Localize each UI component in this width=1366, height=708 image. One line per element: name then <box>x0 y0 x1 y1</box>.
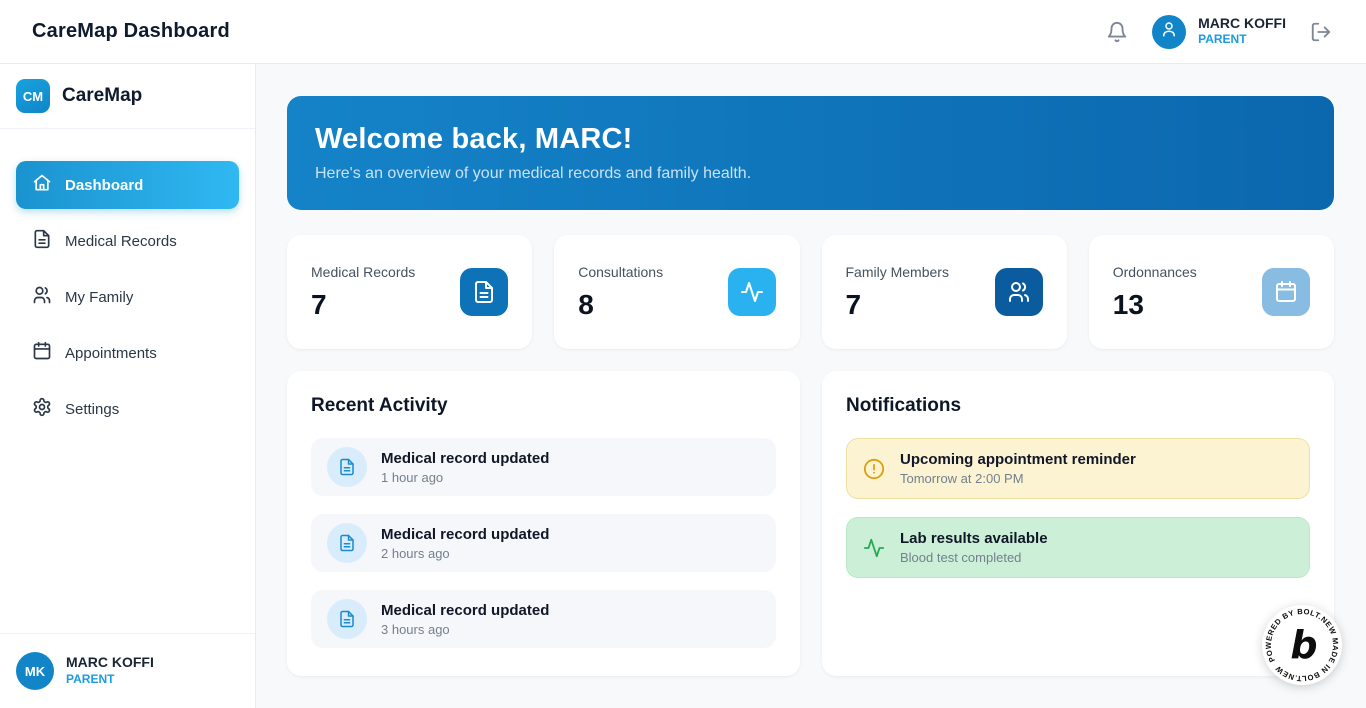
calendar-icon <box>1262 268 1310 316</box>
sidebar-item-my-family[interactable]: My Family <box>16 273 239 321</box>
activity-time: 1 hour ago <box>381 469 444 485</box>
sidebar-nav: Dashboard Medical Records My Family Appo… <box>0 129 255 457</box>
top-header: CareMap Dashboard MARC KOFFI PARENT <box>0 0 1366 64</box>
stat-label: Ordonnances <box>1112 263 1197 280</box>
welcome-banner: Welcome back, MARC! Here's an overview o… <box>287 96 1334 210</box>
page-title: CareMap Dashboard <box>32 20 230 42</box>
stat-card-family-members: Family Members 7 <box>821 235 1067 349</box>
user-info: MARC KOFFI PARENT <box>1198 15 1286 47</box>
stat-label: Medical Records <box>311 263 416 280</box>
alert-circle-icon <box>863 458 885 480</box>
notification-text: Upcoming appointment reminder Tomorrow a… <box>900 451 1136 486</box>
stats-row: Medical Records 7 Consultations 8 Fami <box>287 235 1334 349</box>
stat-label: Family Members <box>845 263 949 280</box>
stat-card-medical-records: Medical Records 7 <box>287 235 533 349</box>
panels-row: Recent Activity Medical record updated 1… <box>287 371 1334 676</box>
sidebar-item-dashboard[interactable]: Dashboard <box>16 161 239 209</box>
activity-title: Medical record updated <box>381 449 550 467</box>
stat-value: 8 <box>578 288 594 320</box>
stat-card-ordonnances: Ordonnances 13 <box>1088 235 1334 349</box>
stat-text: Ordonnances 13 <box>1113 264 1197 321</box>
sidebar-item-label: Dashboard <box>65 176 144 194</box>
users-icon <box>994 268 1043 316</box>
notification-text: Lab results available Blood test complet… <box>900 530 1048 565</box>
activity-time: 3 hours ago <box>381 621 450 637</box>
panel-title: Recent Activity <box>311 395 448 416</box>
sidebar-item-label: Appointments <box>65 344 157 362</box>
logout-button[interactable] <box>1308 19 1334 45</box>
welcome-title: Welcome back, MARC! <box>315 123 633 155</box>
notification-warning[interactable]: Upcoming appointment reminder Tomorrow a… <box>846 438 1310 499</box>
activity-text: Medical record updated 3 hours ago <box>381 602 549 637</box>
activity-title: Medical record updated <box>381 601 550 619</box>
recent-activity-panel: Recent Activity Medical record updated 1… <box>287 371 800 676</box>
home-icon <box>32 173 52 197</box>
sidebar: CM CareMap Dashboard Medical Records M <box>0 64 256 708</box>
user-role: PARENT <box>1198 32 1247 47</box>
brand-logo: CM <box>16 79 50 113</box>
logout-icon <box>1310 21 1332 43</box>
sidebar-item-medical-records[interactable]: Medical Records <box>16 217 239 265</box>
notifications-bell-button[interactable] <box>1104 19 1130 45</box>
gear-icon <box>32 397 52 421</box>
brand: CM CareMap <box>0 64 255 129</box>
avatar <box>1152 14 1187 49</box>
file-text-icon <box>327 447 367 487</box>
welcome-subtitle: Here's an overview of your medical recor… <box>315 165 752 182</box>
file-text-icon <box>460 268 509 316</box>
activity-text: Medical record updated 2 hours ago <box>381 526 549 561</box>
notification-title: Lab results available <box>900 530 1048 547</box>
notifications-panel: Notifications Upcoming appointment remin… <box>822 371 1334 676</box>
sidebar-item-label: Medical Records <box>65 232 177 250</box>
stat-value: 13 <box>1112 288 1144 320</box>
bolt-letter: b <box>1290 623 1317 667</box>
sidebar-item-label: Settings <box>65 400 120 418</box>
bolt-badge[interactable]: POWERED BY BOLT.NEW MADE IN BOLT.NEW b <box>1262 605 1342 685</box>
stat-value: 7 <box>845 288 862 320</box>
stat-value: 7 <box>311 288 327 320</box>
user-menu[interactable]: MARC KOFFI PARENT <box>1152 14 1286 49</box>
stat-text: Medical Records 7 <box>311 264 415 321</box>
file-text-icon <box>327 599 367 639</box>
sidebar-spacer <box>0 457 255 633</box>
activity-text: Medical record updated 1 hour ago <box>381 450 549 485</box>
file-text-icon <box>327 523 367 563</box>
users-icon <box>32 285 52 309</box>
activity-icon <box>727 268 776 316</box>
activity-time: 2 hours ago <box>381 545 450 561</box>
sidebar-item-settings[interactable]: Settings <box>16 385 239 433</box>
notification-title: Upcoming appointment reminder <box>900 451 1136 468</box>
stat-text: Family Members 7 <box>846 264 949 321</box>
user-name: MARC KOFFI <box>66 653 154 670</box>
activity-icon <box>863 537 885 559</box>
notification-subtitle: Blood test completed <box>900 550 1022 565</box>
list-item[interactable]: Medical record updated 3 hours ago <box>311 590 776 648</box>
main-content: Welcome back, MARC! Here's an overview o… <box>256 64 1366 708</box>
header-actions: MARC KOFFI PARENT <box>1104 14 1334 49</box>
calendar-icon <box>32 341 52 365</box>
stat-label: Consultations <box>578 263 664 280</box>
sidebar-user-info: MARC KOFFI PARENT <box>66 654 154 688</box>
stat-card-consultations: Consultations 8 <box>554 235 800 349</box>
user-name: MARC KOFFI <box>1198 15 1286 32</box>
notification-success[interactable]: Lab results available Blood test complet… <box>846 517 1310 578</box>
user-icon <box>1160 20 1178 43</box>
notification-subtitle: Tomorrow at 2:00 PM <box>900 471 1024 486</box>
user-role: PARENT <box>66 672 115 687</box>
activity-title: Medical record updated <box>381 525 550 543</box>
file-text-icon <box>32 229 52 253</box>
brand-name: CareMap <box>62 85 143 106</box>
panel-title: Notifications <box>846 395 962 416</box>
sidebar-item-appointments[interactable]: Appointments <box>16 329 239 377</box>
bell-icon <box>1106 21 1128 43</box>
sidebar-item-label: My Family <box>65 288 134 306</box>
list-item[interactable]: Medical record updated 1 hour ago <box>311 438 776 496</box>
avatar: MK <box>16 652 54 690</box>
stat-text: Consultations 8 <box>578 264 663 321</box>
sidebar-user[interactable]: MK MARC KOFFI PARENT <box>0 633 255 708</box>
list-item[interactable]: Medical record updated 2 hours ago <box>311 514 776 572</box>
